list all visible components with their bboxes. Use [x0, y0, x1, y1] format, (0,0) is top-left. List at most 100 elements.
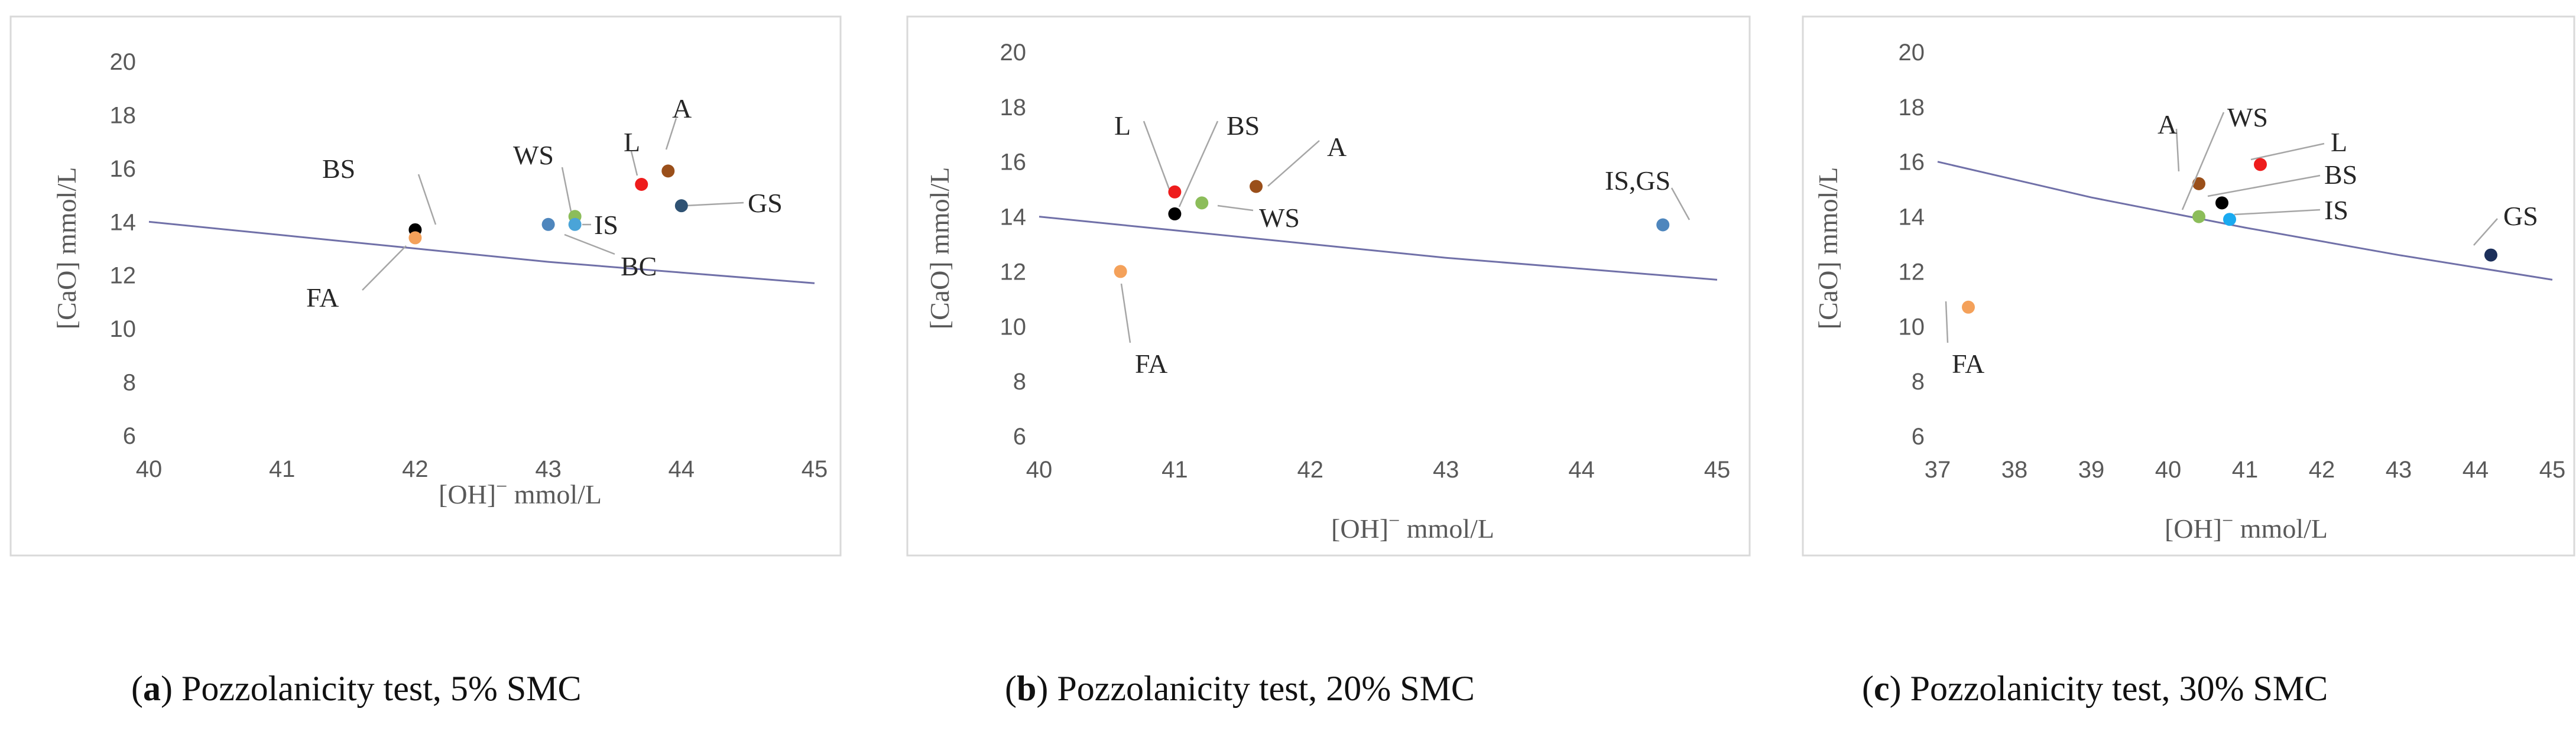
y-axis-title: [CaO] mmol/L	[51, 167, 82, 330]
chart-panel-c: 6 8 10 12 14 16 18 20 37 38 39 40 41 42 43 44 45 [CaO] mm…	[1802, 15, 2575, 708]
caption-letter: b	[1017, 669, 1036, 708]
caption-letter: a	[143, 669, 161, 708]
x-tick-label: 42	[2309, 457, 2335, 483]
caption-letter: c	[1874, 669, 1890, 708]
x-tick-label: 41	[269, 456, 296, 482]
point-label: BS	[322, 154, 355, 184]
chart-frame	[906, 15, 1751, 557]
x-tick-label: 44	[2463, 457, 2489, 483]
data-point-a	[2192, 177, 2205, 190]
y-tick-label: 14	[110, 209, 137, 235]
data-point-gs	[2484, 248, 2497, 262]
y-tick-label: 16	[110, 156, 137, 182]
data-point-l	[635, 177, 648, 191]
leader-line	[1945, 301, 1949, 343]
point-label: BS	[1227, 111, 1260, 141]
point-label: L	[2331, 127, 2347, 157]
caption-text: ) Pozzolanicity test, 30% SMC	[1890, 669, 2328, 708]
point-label: A	[672, 93, 692, 124]
point-label: FA	[306, 282, 339, 313]
data-point-l	[1168, 185, 1182, 199]
x-tick-label: 43	[1433, 457, 1459, 483]
x-tick-label: 44	[669, 456, 695, 482]
point-label: FA	[1952, 349, 1984, 379]
point-label: BC	[621, 251, 657, 281]
x-tick-label: 44	[1568, 457, 1595, 483]
y-tick-label: 16	[1899, 150, 1925, 176]
x-axis-title-superscript: −	[2222, 510, 2233, 532]
leader-line	[2175, 128, 2180, 172]
leader-line	[1670, 187, 1691, 220]
x-axis-title-unit: mmol/L	[2233, 514, 2328, 544]
x-tick-label: 40	[136, 456, 163, 482]
x-tick-label: 41	[2232, 457, 2259, 483]
leader-line	[665, 118, 677, 150]
x-tick-label: 45	[2539, 457, 2566, 483]
leader-line	[2250, 142, 2325, 161]
x-axis-title-main: [OH]	[2165, 514, 2222, 544]
leader-line	[1120, 283, 1131, 343]
y-axis-title: [CaO] mmol/L	[1813, 167, 1843, 330]
chart-frame	[1802, 15, 2575, 557]
point-label: IS	[594, 210, 618, 240]
panel-caption: (c) Pozzolanicity test, 30% SMC	[1862, 669, 2328, 708]
panel-caption: (a) Pozzolanicity test, 5% SMC	[131, 669, 582, 708]
pozzolanicity-limit-line	[1937, 161, 2553, 281]
data-point-a	[661, 164, 675, 178]
pozzolanicity-limit-line	[1039, 216, 1718, 281]
y-tick-label: 8	[123, 370, 136, 396]
y-tick-label: 12	[1899, 259, 1925, 285]
y-tick-label: 14	[1000, 204, 1027, 230]
panel-caption: (b) Pozzolanicity test, 20% SMC	[1005, 669, 1475, 708]
x-tick-label: 41	[1162, 457, 1188, 483]
y-axis-title: [CaO] mmol/L	[924, 167, 955, 330]
leader-line	[362, 245, 407, 291]
y-tick-label: 20	[110, 49, 137, 75]
point-label: IS	[2324, 195, 2348, 225]
x-tick-label: 45	[802, 456, 828, 482]
x-tick-label: 38	[2001, 457, 2028, 483]
x-axis-title-unit: mmol/L	[1400, 514, 1494, 544]
point-label: GS	[2503, 201, 2538, 231]
leader-line	[1143, 121, 1170, 190]
caption-text: ) Pozzolanicity test, 5% SMC	[161, 669, 582, 708]
x-tick-label: 43	[2386, 457, 2412, 483]
y-tick-label: 18	[110, 102, 137, 128]
y-tick-label: 6	[1912, 424, 1925, 450]
x-axis-title-unit: mmol/L	[507, 479, 602, 509]
leader-line	[630, 151, 638, 176]
leader-line	[685, 202, 744, 207]
point-label: WS	[513, 140, 554, 170]
data-point-a	[1250, 180, 1263, 193]
data-point-is-gs	[1656, 218, 1670, 232]
y-tick-label: 18	[1899, 95, 1925, 121]
data-point-fa	[1962, 300, 1975, 314]
x-tick-label: 43	[535, 456, 562, 482]
pozzolanicity-limit-line	[148, 220, 815, 284]
y-tick-label: 8	[1013, 369, 1026, 395]
point-label: A	[2158, 109, 2177, 139]
data-point-l	[2254, 158, 2267, 171]
data-point-bs	[2215, 196, 2228, 210]
point-label: FA	[1135, 349, 1167, 379]
leader-line	[561, 167, 572, 212]
x-axis-title: [OH]− mmol/L	[1331, 510, 1494, 544]
x-axis-title-main: [OH]	[1331, 514, 1388, 544]
point-label: L	[1114, 111, 1131, 141]
point-label: WS	[2227, 102, 2268, 132]
point-label: IS,GS	[1605, 165, 1670, 196]
caption-open: (	[131, 669, 143, 708]
data-point-is	[2223, 213, 2236, 226]
x-tick-label: 40	[1026, 457, 1053, 483]
x-axis-title-superscript: −	[1388, 510, 1400, 532]
y-tick-label: 12	[1000, 259, 1027, 285]
caption-open: (	[1862, 669, 1874, 708]
y-tick-label: 20	[1899, 40, 1925, 66]
y-tick-label: 12	[110, 263, 137, 289]
point-label: GS	[748, 188, 783, 218]
leader-line	[1178, 121, 1219, 207]
x-tick-label: 40	[2155, 457, 2182, 483]
leader-line	[564, 233, 615, 255]
y-tick-label: 6	[123, 423, 136, 449]
